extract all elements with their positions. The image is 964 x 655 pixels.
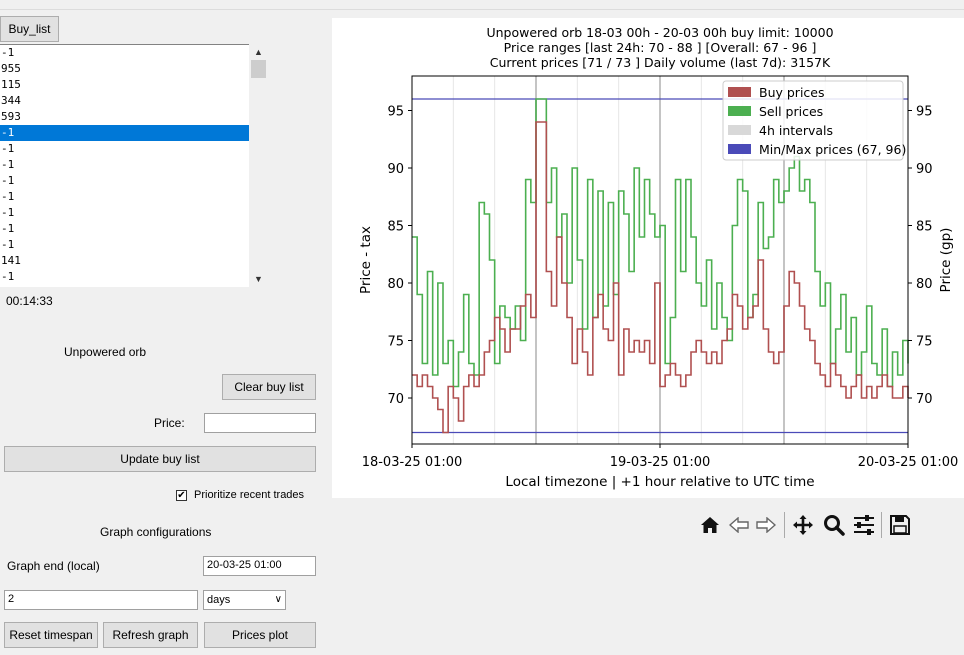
item-name-label: Unpowered orb: [64, 345, 147, 359]
y-axis-label-left: Price - tax: [358, 226, 374, 294]
configure-subplots-icon[interactable]: [852, 512, 876, 538]
legend-swatch: [728, 144, 751, 154]
save-icon[interactable]: [888, 512, 912, 538]
scroll-thumb[interactable]: [251, 60, 266, 78]
y-tick-label-right: 70: [916, 392, 933, 407]
reset-timespan-button[interactable]: Reset timespan: [4, 622, 98, 648]
legend-label: 4h intervals: [759, 123, 833, 138]
y-tick-label-right: 85: [916, 220, 933, 235]
x-tick-label: 18-03-25 01:00: [362, 455, 463, 470]
listbox-scrollbar[interactable]: ▲ ▼: [250, 44, 267, 286]
list-item[interactable]: -1: [1, 174, 15, 187]
legend-box: [722, 80, 904, 161]
y-tick-label-right: 80: [916, 277, 933, 292]
scroll-up-icon[interactable]: ▲: [254, 47, 263, 57]
y-tick-label-left: 75: [387, 335, 404, 350]
y-tick-label-left: 80: [387, 277, 404, 292]
legend-swatch: [728, 106, 751, 116]
list-item[interactable]: -1: [1, 206, 15, 219]
list-item[interactable]: -1: [1, 46, 15, 59]
graph-end-input[interactable]: 20-03-25 01:00: [203, 556, 316, 576]
graph-end-label: Graph end (local): [7, 559, 100, 573]
y-tick-label-right: 90: [916, 162, 933, 177]
y-tick-label-left: 70: [387, 392, 404, 407]
clear-buy-list-button[interactable]: Clear buy list: [222, 374, 316, 400]
legend-label: Buy prices: [759, 85, 825, 100]
list-item[interactable]: 115: [1, 78, 21, 91]
chart-title-line: Current prices [71 / 73 ] Daily volume (…: [490, 55, 831, 70]
prioritize-label: Prioritize recent trades: [194, 489, 305, 501]
list-item[interactable]: -1: [1, 190, 15, 203]
prioritize-checkbox[interactable]: ✔: [176, 490, 187, 501]
toolbar-separator: [881, 512, 882, 538]
list-item[interactable]: 955: [1, 62, 21, 75]
home-icon[interactable]: [698, 512, 722, 538]
list-item[interactable]: -1: [1, 142, 15, 155]
time-text: 00:14:33: [6, 294, 53, 308]
chart-panel[interactable]: Unpowered orb 18-03 00h - 20-03 00h buy …: [332, 18, 964, 498]
price-chart[interactable]: Unpowered orb 18-03 00h - 20-03 00h buy …: [332, 18, 964, 498]
legend-label: Sell prices: [759, 104, 823, 119]
zoom-icon[interactable]: [822, 512, 846, 538]
top-divider: [0, 9, 964, 10]
pan-icon[interactable]: [791, 512, 815, 538]
back-arrow-icon[interactable]: [727, 512, 751, 538]
x-tick-label: 20-03-25 01:00: [858, 455, 959, 470]
update-buy-list-button[interactable]: Update buy list: [4, 446, 316, 472]
list-item[interactable]: 593: [1, 110, 21, 123]
x-tick-label: 19-03-25 01:00: [610, 455, 711, 470]
refresh-graph-button[interactable]: Refresh graph: [103, 622, 198, 648]
y-tick-label-right: 75: [916, 335, 933, 350]
list-item[interactable]: 141: [1, 254, 21, 267]
forward-arrow-icon[interactable]: [754, 512, 778, 538]
y-tick-label-right: 95: [916, 105, 933, 120]
buy-prices-line: [412, 121, 909, 434]
list-item[interactable]: -1: [1, 158, 15, 171]
list-item[interactable]: -1: [1, 222, 15, 235]
list-item[interactable]: 344: [1, 94, 21, 107]
y-tick-label-left: 95: [387, 105, 404, 120]
timespan-unit-value: days: [207, 594, 231, 606]
scroll-down-icon[interactable]: ▼: [254, 274, 263, 284]
y-tick-label-left: 90: [387, 162, 404, 177]
legend-swatch: [728, 87, 751, 97]
legend-swatch: [728, 125, 751, 135]
y-tick-label-left: 85: [387, 220, 404, 235]
chart-title-line: Price ranges [last 24h: 70 - 88 ] [Overa…: [504, 40, 817, 55]
sell-prices-line: [412, 98, 909, 388]
buy-listbox[interactable]: -1 955 115 344 593 -1 -1 -1 -1 -1 -1 -1 -1 141 -1: [0, 44, 249, 287]
graph-config-title: Graph configurations: [100, 525, 212, 539]
list-item[interactable]: -1: [0, 125, 249, 141]
timespan-input[interactable]: 2: [4, 590, 198, 610]
timespan-unit-select[interactable]: days ∨: [203, 590, 286, 610]
price-input[interactable]: [204, 413, 316, 433]
list-item[interactable]: -1: [1, 270, 15, 283]
price-label: Price:: [154, 416, 185, 430]
toolbar-separator: [784, 512, 785, 538]
prices-plot-button[interactable]: Prices plot: [204, 622, 316, 648]
legend-label: Min/Max prices (67, 96): [759, 142, 906, 157]
chevron-down-icon: ∨: [274, 594, 282, 605]
y-axis-label-right: Price (gp): [938, 228, 954, 293]
chart-title-line: Unpowered orb 18-03 00h - 20-03 00h buy …: [486, 25, 833, 40]
list-item[interactable]: -1: [1, 238, 15, 251]
buy-list-button[interactable]: Buy_list: [0, 16, 59, 42]
x-axis-label: Local timezone | +1 hour relative to UTC…: [505, 474, 814, 490]
